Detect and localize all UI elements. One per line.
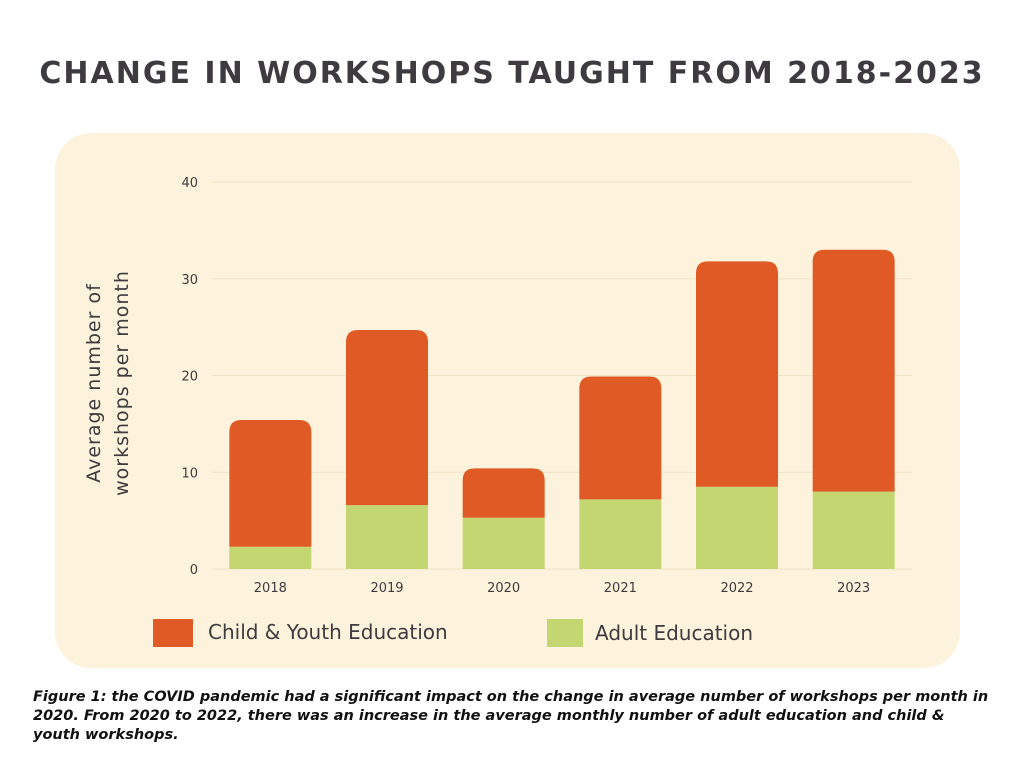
y-tick-label-10: 10 [181,466,198,481]
bars [229,249,895,569]
x-tick-label-2022: 2022 [720,581,753,596]
legend-swatch-adult [547,619,583,647]
y-axis-label-line-1: Average number of [83,283,105,483]
y-tick-label-0: 0 [190,563,198,578]
stacked-bar-chart: 0 10 20 30 40 2018 2019 2020 2021 2022 2023 Avera… [83,176,912,647]
x-tick-label-2019: 2019 [370,581,403,596]
bar-adult-2021 [579,499,662,569]
figure-caption: Figure 1: the COVID pandemic had a signi… [33,689,989,743]
bar-child-youth-2019 [346,330,428,506]
x-tick-labels: 2018 2019 2020 2021 2022 2023 [254,581,870,596]
bar-adult-2020 [462,517,545,569]
y-tick-label-40: 40 [181,176,198,191]
legend-swatch-child-youth [153,619,193,647]
x-tick-label-2021: 2021 [604,581,637,596]
legend: Child & Youth Education Adult Education [153,619,753,647]
y-tick-label-20: 20 [181,370,198,385]
bar-child-youth-2022 [696,261,778,487]
x-tick-label-2020: 2020 [487,581,520,596]
bar-child-youth-2021 [579,376,662,500]
bar-adult-2019 [346,505,428,569]
bar-adult-2018 [229,546,312,569]
y-tick-label-30: 30 [181,273,198,288]
chart-panel: 0 10 20 30 40 2018 2019 2020 2021 2022 2023 Avera… [55,133,960,668]
y-tick-labels: 0 10 20 30 40 [181,176,198,578]
bar-child-youth-2023 [812,249,895,492]
y-axis-label-line-2: workshops per month [111,270,133,496]
page-title: CHANGE IN WORKSHOPS TAUGHT FROM 2018-202… [39,56,985,91]
legend-label-child-youth: Child & Youth Education [208,620,448,644]
legend-label-adult: Adult Education [595,621,753,645]
bar-child-youth-2018 [229,420,312,547]
bar-adult-2023 [812,491,895,569]
bar-adult-2022 [696,486,778,569]
grid-lines [212,181,912,570]
bar-child-youth-2020 [462,468,545,518]
x-tick-label-2018: 2018 [254,581,287,596]
x-tick-label-2023: 2023 [837,581,870,596]
